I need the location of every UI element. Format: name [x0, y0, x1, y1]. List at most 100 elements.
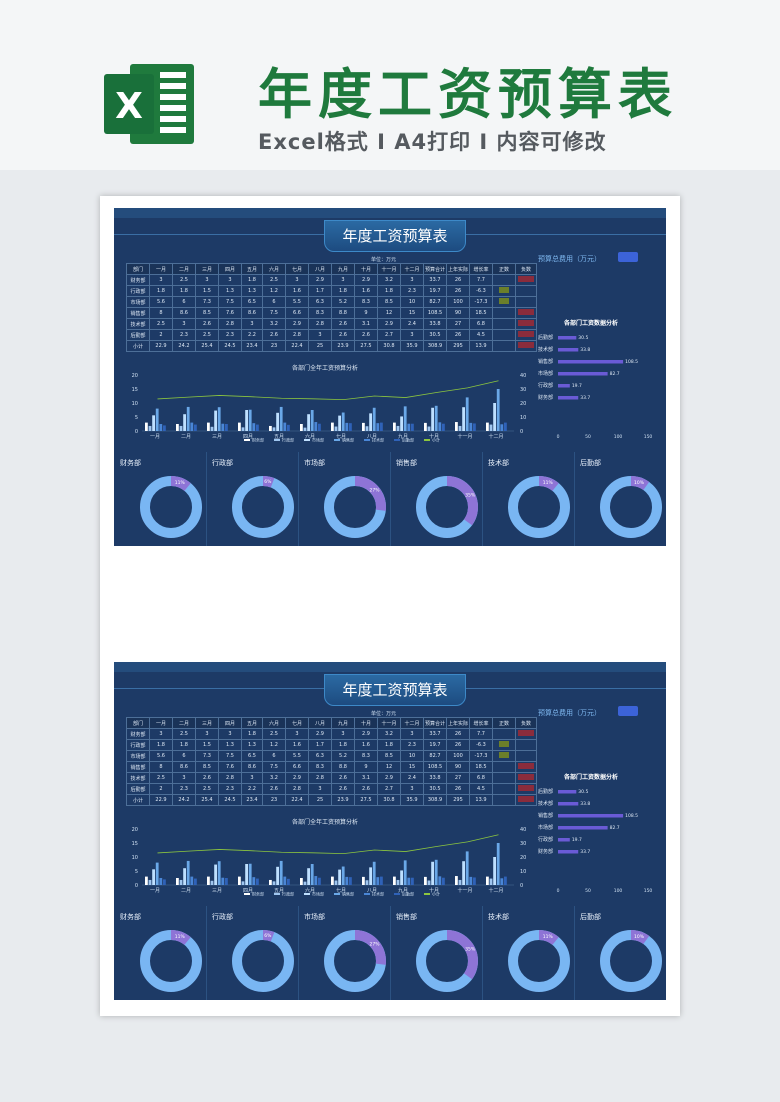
- table-cell[interactable]: 2.6: [354, 329, 378, 341]
- table-cell[interactable]: 2.8: [285, 783, 309, 795]
- table-cell[interactable]: 3: [331, 274, 355, 286]
- table-cell[interactable]: 2.5: [172, 728, 196, 740]
- table-cell[interactable]: 1.7: [308, 285, 332, 297]
- table-cell[interactable]: 3.1: [354, 772, 378, 784]
- table-cell[interactable]: 8.8: [331, 761, 355, 773]
- table-cell[interactable]: 8.5: [195, 307, 219, 319]
- table-cell[interactable]: 8.3: [354, 750, 378, 762]
- table-cell[interactable]: 3: [400, 783, 424, 795]
- table-cell[interactable]: 7.3: [195, 296, 219, 308]
- table-cell[interactable]: 6: [172, 750, 196, 762]
- table-cell[interactable]: 24.2: [172, 340, 196, 352]
- table-cell[interactable]: [515, 772, 537, 784]
- table-cell[interactable]: 2.3: [218, 329, 242, 341]
- table-cell[interactable]: 2.8: [218, 318, 242, 330]
- table-cell[interactable]: 26: [446, 728, 470, 740]
- table-cell[interactable]: 25: [308, 794, 332, 806]
- table-cell[interactable]: 5.2: [331, 296, 355, 308]
- table-cell[interactable]: 108.5: [423, 761, 447, 773]
- table-cell[interactable]: 2.5: [149, 318, 173, 330]
- table-cell[interactable]: 3: [149, 728, 173, 740]
- table-cell[interactable]: -17.3: [469, 750, 493, 762]
- table-cell[interactable]: 8.6: [241, 761, 263, 773]
- table-cell[interactable]: 6.5: [241, 296, 263, 308]
- table-cell[interactable]: 3: [241, 772, 263, 784]
- table-cell[interactable]: [515, 340, 537, 352]
- table-cell[interactable]: 8.5: [377, 296, 401, 308]
- table-cell[interactable]: 13.9: [469, 794, 493, 806]
- table-cell[interactable]: 100: [446, 750, 470, 762]
- table-cell[interactable]: 3.2: [262, 318, 286, 330]
- table-cell[interactable]: 2.3: [172, 329, 196, 341]
- table-cell[interactable]: 2: [149, 783, 173, 795]
- table-cell[interactable]: 1.5: [195, 739, 219, 751]
- table-cell[interactable]: 市场部: [126, 750, 150, 762]
- table-cell[interactable]: 30.8: [377, 340, 401, 352]
- table-cell[interactable]: [492, 772, 516, 784]
- table-cell[interactable]: 33.7: [423, 274, 447, 286]
- table-cell[interactable]: 7.5: [218, 750, 242, 762]
- table-cell[interactable]: 22.4: [285, 794, 309, 806]
- table-cell[interactable]: 7.5: [218, 296, 242, 308]
- table-cell[interactable]: 8.5: [195, 761, 219, 773]
- table-cell[interactable]: 8.8: [331, 307, 355, 319]
- table-cell[interactable]: 9: [354, 307, 378, 319]
- table-cell[interactable]: [492, 285, 516, 297]
- table-cell[interactable]: 6: [262, 296, 286, 308]
- table-cell[interactable]: [492, 307, 516, 319]
- table-cell[interactable]: 100: [446, 296, 470, 308]
- table-cell[interactable]: 22.9: [149, 340, 173, 352]
- table-cell[interactable]: 3.1: [354, 318, 378, 330]
- table-cell[interactable]: 行政部: [126, 285, 150, 297]
- table-cell[interactable]: 行政部: [126, 739, 150, 751]
- table-cell[interactable]: 8: [149, 307, 173, 319]
- table-cell[interactable]: 25: [308, 340, 332, 352]
- table-cell[interactable]: 2.3: [400, 739, 424, 751]
- table-cell[interactable]: 82.7: [423, 750, 447, 762]
- table-cell[interactable]: 2.5: [262, 274, 286, 286]
- table-cell[interactable]: 5.6: [149, 296, 173, 308]
- table-cell[interactable]: 2.5: [172, 274, 196, 286]
- table-cell[interactable]: 2.9: [377, 772, 401, 784]
- table-cell[interactable]: 33.7: [423, 728, 447, 740]
- table-cell[interactable]: 2.9: [308, 728, 332, 740]
- table-cell[interactable]: 8.6: [241, 307, 263, 319]
- table-cell[interactable]: 2.8: [285, 329, 309, 341]
- table-cell[interactable]: [492, 783, 516, 795]
- table-cell[interactable]: 后勤部: [126, 329, 150, 341]
- table-cell[interactable]: 3: [195, 728, 219, 740]
- table-cell[interactable]: 3: [218, 728, 242, 740]
- table-cell[interactable]: 15: [400, 307, 424, 319]
- table-cell[interactable]: 2.6: [331, 318, 355, 330]
- table-cell[interactable]: 3.2: [377, 274, 401, 286]
- table-cell[interactable]: 2.2: [241, 783, 263, 795]
- table-cell[interactable]: 3: [400, 329, 424, 341]
- table-cell[interactable]: 15: [400, 761, 424, 773]
- table-cell[interactable]: 26: [446, 739, 470, 751]
- table-cell[interactable]: 25.4: [195, 794, 219, 806]
- table-cell[interactable]: 12: [377, 761, 401, 773]
- table-cell[interactable]: 3: [218, 274, 242, 286]
- table-cell[interactable]: 3: [285, 728, 309, 740]
- table-cell[interactable]: -6.3: [469, 739, 493, 751]
- table-cell[interactable]: 8.5: [377, 750, 401, 762]
- chart-icon[interactable]: [618, 706, 638, 716]
- table-cell[interactable]: [492, 739, 516, 751]
- table-cell[interactable]: 3: [308, 329, 332, 341]
- table-cell[interactable]: 27.5: [354, 794, 378, 806]
- table-cell[interactable]: 9: [354, 761, 378, 773]
- table-cell[interactable]: 3: [149, 274, 173, 286]
- table-cell[interactable]: 销售部: [126, 307, 150, 319]
- table-cell[interactable]: 2.4: [400, 318, 424, 330]
- table-cell[interactable]: 1.8: [331, 285, 355, 297]
- table-cell[interactable]: 1.2: [262, 285, 286, 297]
- table-cell[interactable]: 19.7: [423, 739, 447, 751]
- table-cell[interactable]: 2.5: [195, 329, 219, 341]
- table-cell[interactable]: 7.6: [218, 761, 242, 773]
- table-cell[interactable]: 25.4: [195, 340, 219, 352]
- table-cell[interactable]: 1.2: [262, 739, 286, 751]
- table-cell[interactable]: 1.3: [241, 739, 263, 751]
- table-cell[interactable]: 2.9: [354, 728, 378, 740]
- table-cell[interactable]: 27.5: [354, 340, 378, 352]
- table-cell[interactable]: 6.6: [285, 307, 309, 319]
